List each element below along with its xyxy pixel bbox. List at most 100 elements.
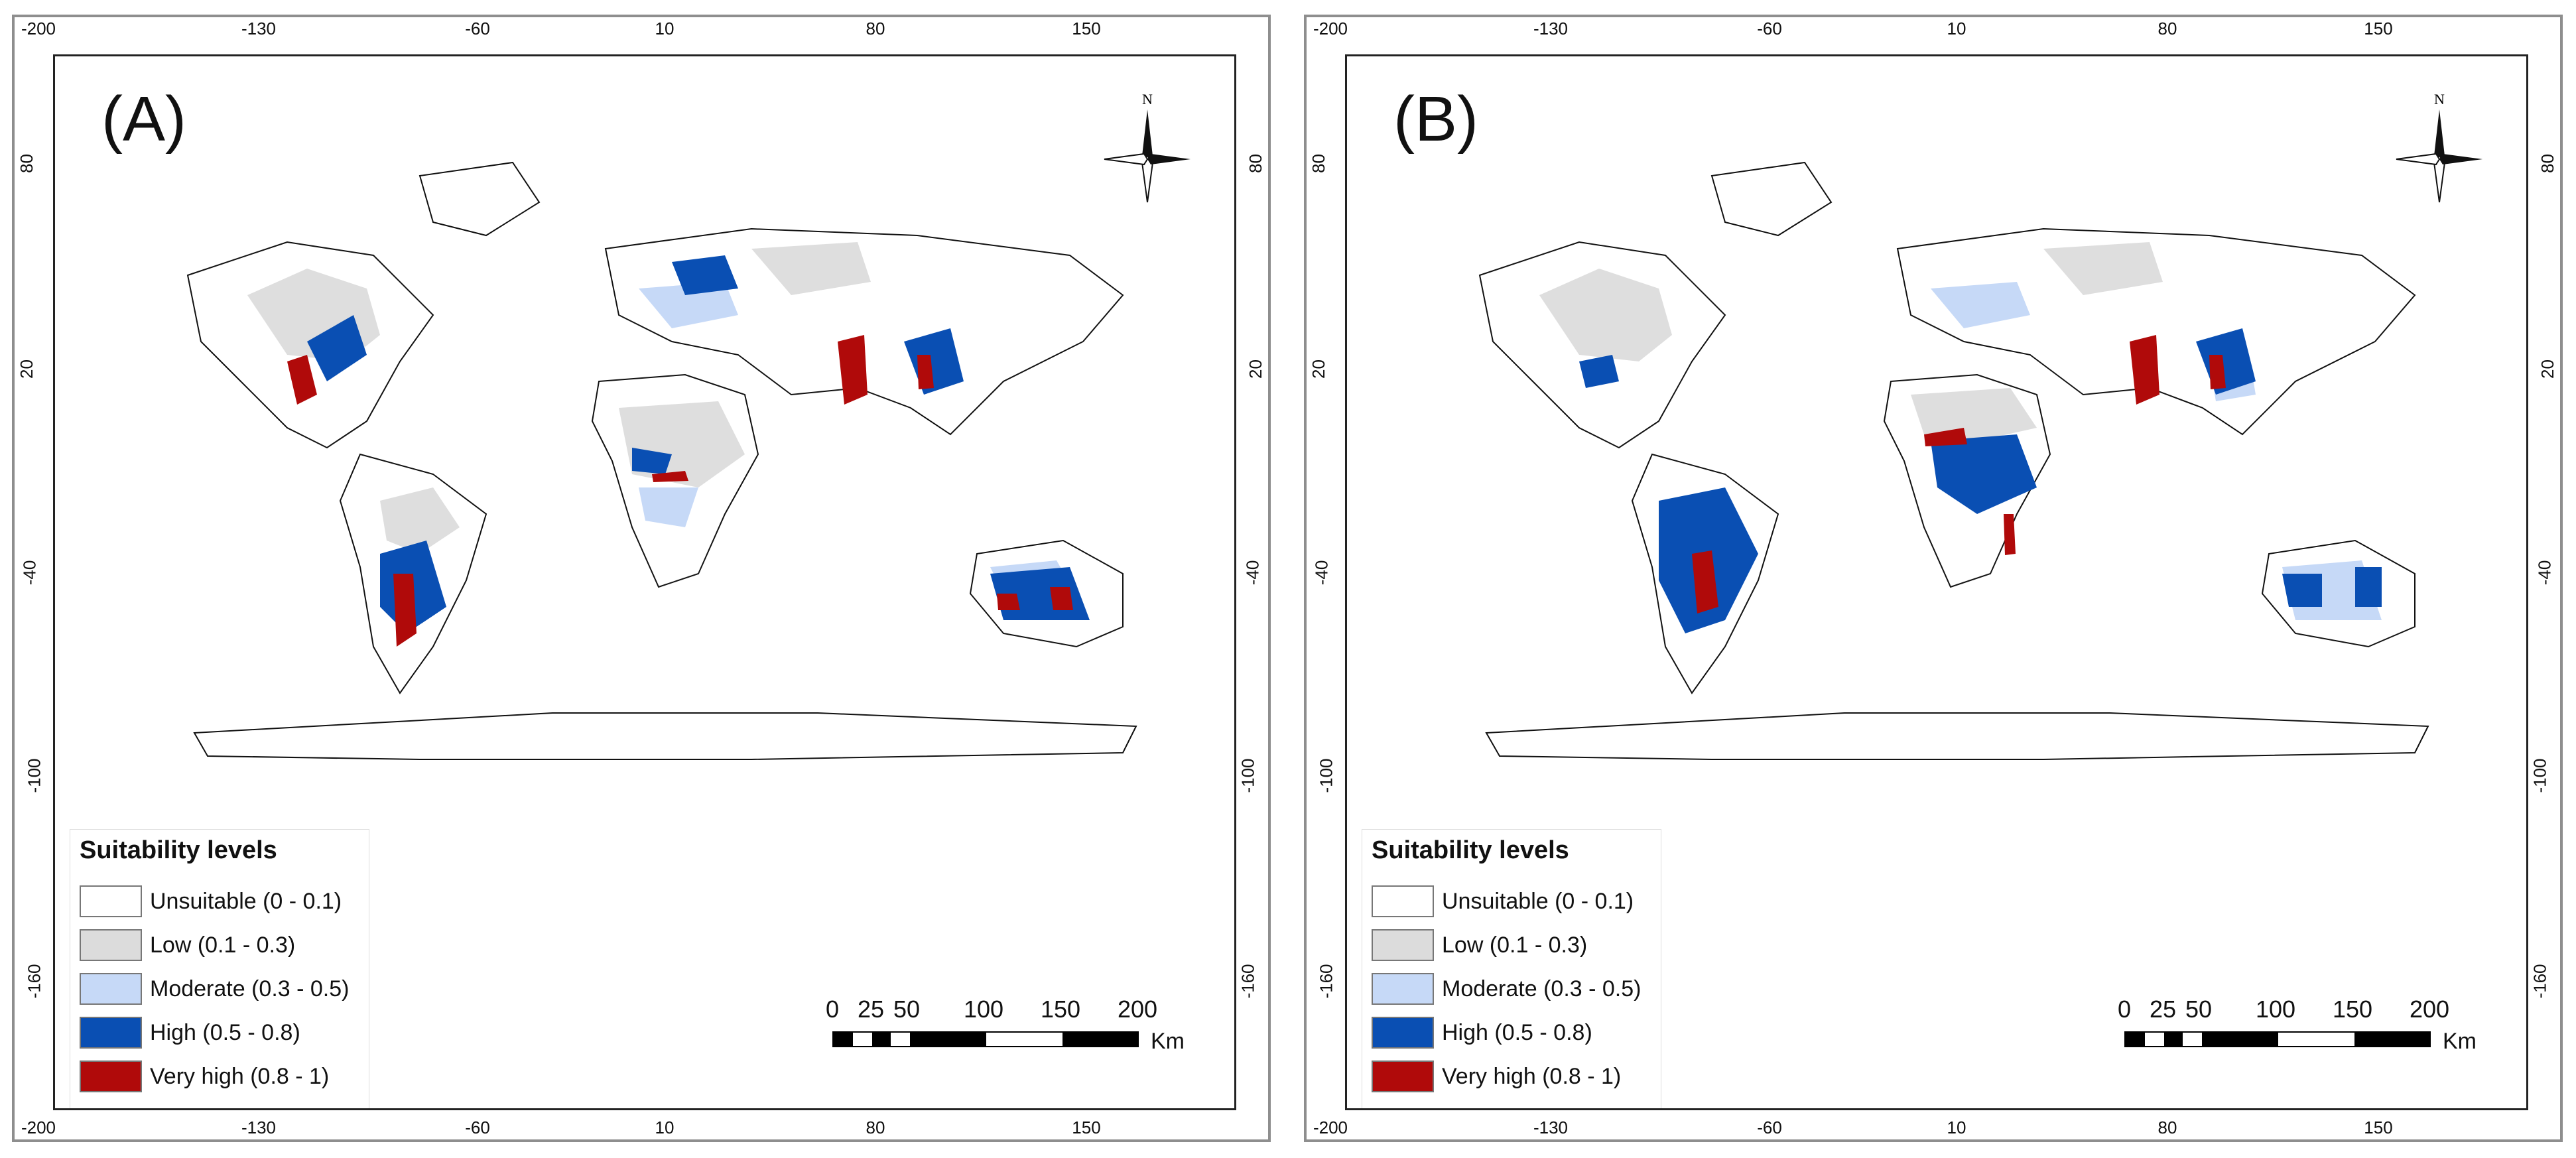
y-tick-right: 80	[1246, 154, 1266, 173]
scale-unit: Km	[1151, 1029, 1185, 1054]
svg-text:N: N	[1142, 91, 1153, 107]
x-tick-top: 150	[2364, 19, 2393, 38]
legend-item: Very high (0.8 - 1)	[80, 1058, 329, 1095]
legend-label: Low (0.1 - 0.3)	[150, 932, 296, 958]
x-tick-top: -60	[465, 19, 490, 38]
world-suitability-map	[186, 161, 1137, 760]
legend-label: Very high (0.8 - 1)	[150, 1063, 330, 1089]
legend-swatch	[1372, 885, 1434, 917]
y-tick-left: -40	[19, 560, 40, 586]
x-tick-bottom: -60	[1757, 1118, 1782, 1137]
x-tick-bottom: -60	[465, 1118, 490, 1137]
x-tick-bottom: -130	[241, 1118, 277, 1137]
y-tick-left: -40	[1311, 560, 1332, 586]
legend-item: Low (0.1 - 0.3)	[1372, 927, 1587, 964]
x-tick-top: 10	[655, 19, 675, 38]
legend-item: Moderate (0.3 - 0.5)	[1372, 970, 1641, 1007]
scale-label: 200	[1117, 996, 1158, 1023]
x-tick-bottom: 10	[655, 1118, 675, 1137]
map-frame: (A) N	[53, 54, 1236, 1110]
legend-swatch	[80, 1061, 142, 1092]
scale-label: 150	[1040, 996, 1081, 1023]
scale-label: 200	[2409, 996, 2450, 1023]
legend: Suitability levels Unsuitable (0 - 0.1) …	[70, 829, 369, 1108]
x-tick-bottom: 80	[866, 1118, 885, 1137]
legend-swatch	[1372, 1061, 1434, 1092]
legend-swatch	[80, 885, 142, 917]
y-tick-right: 20	[2538, 359, 2558, 379]
scale-label: 100	[2255, 996, 2296, 1023]
legend-swatch	[1372, 1017, 1434, 1049]
x-tick-bottom: 150	[2364, 1118, 2393, 1137]
legend-item: High (0.5 - 0.8)	[1372, 1014, 1592, 1051]
x-tick-bottom: -200	[21, 1118, 56, 1137]
x-tick-bottom: -200	[1313, 1118, 1348, 1137]
y-tick-right: -40	[2534, 560, 2555, 586]
scale-label: 100	[963, 996, 1004, 1023]
legend-label: Unsuitable (0 - 0.1)	[1442, 888, 1634, 914]
scale-bar-segments	[2124, 1031, 2431, 1047]
x-tick-top: 10	[1947, 19, 1966, 38]
svg-text:N: N	[2434, 91, 2445, 107]
legend-item: Very high (0.8 - 1)	[1372, 1058, 1621, 1095]
scale-label: 25	[2149, 996, 2177, 1023]
y-tick-left: -160	[1316, 964, 1336, 999]
panel-label: (B)	[1393, 84, 1478, 155]
x-tick-top: 80	[2157, 19, 2177, 38]
scale-label: 150	[2332, 996, 2373, 1023]
panel-label: (A)	[101, 84, 186, 155]
legend-item: Unsuitable (0 - 0.1)	[1372, 883, 1634, 920]
x-tick-top: -60	[1757, 19, 1782, 38]
scale-label: 25	[857, 996, 885, 1023]
scale-bar: 0 25 50 100 150 200 Km	[2118, 996, 2477, 1062]
x-tick-top: 80	[866, 19, 885, 38]
y-tick-right: -40	[1242, 560, 1263, 586]
scale-label: 0	[825, 996, 840, 1023]
legend-title: Suitability levels	[80, 836, 277, 864]
y-tick-left: -100	[24, 758, 44, 793]
legend-label: Moderate (0.3 - 0.5)	[150, 976, 350, 1001]
legend-label: High (0.5 - 0.8)	[1442, 1019, 1592, 1045]
y-tick-left: 80	[1308, 154, 1328, 173]
legend-item: Moderate (0.3 - 0.5)	[80, 970, 349, 1007]
legend-label: Very high (0.8 - 1)	[1442, 1063, 1622, 1089]
legend-swatch	[1372, 929, 1434, 961]
y-tick-left: 20	[16, 359, 36, 379]
x-tick-bottom: -130	[1533, 1118, 1569, 1137]
legend-item: High (0.5 - 0.8)	[80, 1014, 300, 1051]
legend-swatch	[1372, 973, 1434, 1005]
scale-label: 50	[2185, 996, 2213, 1023]
north-arrow-icon: N	[1104, 91, 1191, 203]
map-panel-a: -200 -130 -60 10 80 150 -200 -130 -60 10…	[12, 15, 1271, 1142]
north-arrow-icon: N	[2396, 91, 2482, 203]
legend: Suitability levels Unsuitable (0 - 0.1) …	[1362, 829, 1661, 1108]
y-tick-right: 80	[2538, 154, 2558, 173]
scale-unit: Km	[2443, 1029, 2477, 1054]
scale-label: 50	[893, 996, 921, 1023]
x-tick-bottom: 150	[1072, 1118, 1101, 1137]
legend-item: Unsuitable (0 - 0.1)	[80, 883, 342, 920]
map-panel-b: -200 -130 -60 10 80 150 -200 -130 -60 10…	[1304, 15, 2563, 1142]
legend-swatch	[80, 973, 142, 1005]
x-tick-top: -130	[241, 19, 277, 38]
legend-label: High (0.5 - 0.8)	[150, 1019, 300, 1045]
legend-title: Suitability levels	[1372, 836, 1569, 864]
world-suitability-map	[1478, 161, 2429, 760]
y-tick-left: 80	[16, 154, 36, 173]
x-tick-bottom: 80	[2157, 1118, 2177, 1137]
legend-label: Low (0.1 - 0.3)	[1442, 932, 1588, 958]
scale-label: 0	[2117, 996, 2132, 1023]
y-tick-left: -160	[24, 964, 44, 999]
y-tick-left: 20	[1308, 359, 1328, 379]
x-tick-top: -200	[21, 19, 56, 38]
map-frame: (B) N	[1345, 54, 2528, 1110]
scale-bar: 0 25 50 100 150 200 Km	[826, 996, 1185, 1062]
x-tick-bottom: 10	[1947, 1118, 1966, 1137]
legend-swatch	[80, 929, 142, 961]
legend-item: Low (0.1 - 0.3)	[80, 927, 295, 964]
legend-swatch	[80, 1017, 142, 1049]
y-tick-left: -100	[1316, 758, 1336, 793]
y-tick-right: 20	[1246, 359, 1266, 379]
x-tick-top: 150	[1072, 19, 1101, 38]
x-tick-top: -130	[1533, 19, 1569, 38]
